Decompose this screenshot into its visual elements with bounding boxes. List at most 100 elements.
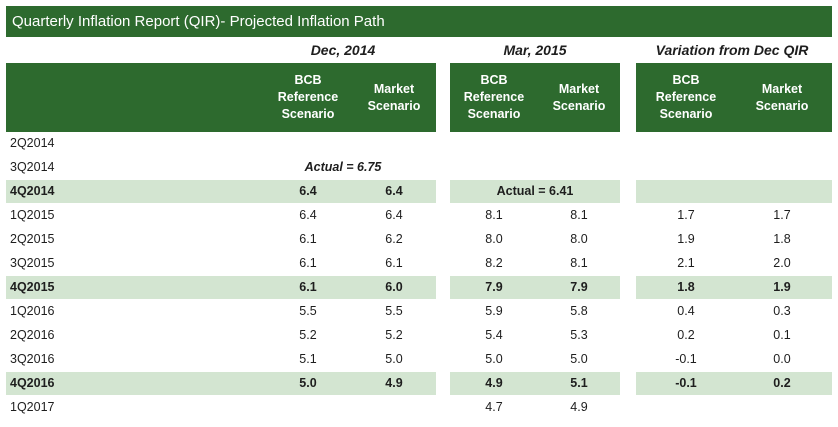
highlight-band	[636, 180, 832, 203]
table-cell: 0.2	[773, 376, 791, 390]
table-cell: 1.7	[677, 208, 695, 222]
table-cell: 6.4	[385, 208, 403, 222]
table-row: 2Q2014	[0, 131, 838, 155]
header-block-mar	[450, 63, 620, 132]
table-cell: 6.4	[299, 184, 317, 198]
table-cell: 5.0	[299, 376, 317, 390]
header-var-market: Market Scenario	[755, 81, 809, 113]
table-row: 4Q2015 6.1 6.0 7.9 7.9 1.8 1.9	[0, 275, 838, 299]
table-cell: 5.3	[570, 328, 588, 342]
table-cell: 8.1	[570, 208, 588, 222]
table-cell: 6.1	[299, 280, 317, 294]
table-cell: 1.7	[773, 208, 791, 222]
row-label: 4Q2014	[10, 184, 55, 198]
table-cell: 4.9	[385, 376, 403, 390]
table-cell: 5.1	[299, 352, 317, 366]
table-cell: 6.4	[299, 208, 317, 222]
table-cell: 5.9	[485, 304, 503, 318]
table-row: 2Q2015 6.1 6.2 8.0 8.0 1.9 1.8	[0, 227, 838, 251]
table-row: 2Q2016 5.2 5.2 5.4 5.3 0.2 0.1	[0, 323, 838, 347]
table-cell: 6.4	[385, 184, 403, 198]
highlight-band	[450, 276, 620, 299]
highlight-band	[6, 372, 436, 395]
table-cell: 8.1	[570, 256, 588, 270]
mar-actual-note: Actual = 6.41	[496, 184, 574, 198]
group-title-dec-2014: Dec, 2014	[310, 42, 376, 58]
highlight-band	[450, 180, 620, 203]
table-cell: 8.2	[485, 256, 503, 270]
table-row: 3Q2015 6.1 6.1 8.2 8.1 2.1 2.0	[0, 251, 838, 275]
table-cell: 4.9	[485, 376, 503, 390]
table-row: 3Q2014	[0, 155, 838, 179]
table-cell: 5.1	[570, 376, 588, 390]
header-block-variation	[636, 63, 832, 132]
table-cell: 6.1	[385, 256, 403, 270]
header-mar-market: Market Scenario	[552, 81, 606, 113]
row-label: 1Q2015	[10, 208, 55, 222]
table-cell: 7.9	[485, 280, 503, 294]
row-label: 2Q2016	[10, 328, 55, 342]
highlight-band	[636, 276, 832, 299]
row-label: 4Q2016	[10, 376, 55, 390]
group-title-variation: Variation from Dec QIR	[655, 42, 809, 58]
header-block-left	[6, 63, 436, 132]
table-cell: 8.0	[485, 232, 503, 246]
report-title: Quarterly Inflation Report (QIR)- Projec…	[6, 6, 832, 37]
table-cell: 0.3	[773, 304, 791, 318]
header-dec-market: Market Scenario	[367, 81, 421, 113]
table-cell: 5.4	[485, 328, 503, 342]
table-cell: 4.7	[485, 400, 503, 414]
table-row: 4Q2014 6.4 6.4	[0, 179, 838, 203]
row-label: 2Q2014	[10, 136, 55, 150]
table-cell: 0.0	[773, 352, 791, 366]
table-cell: 8.1	[485, 208, 503, 222]
table-row: 1Q2015 6.4 6.4 8.1 8.1 1.7 1.7	[0, 203, 838, 227]
header-var-bcb: BCB Reference Scenario	[655, 73, 717, 121]
table-cell: 4.9	[570, 400, 588, 414]
table-cell: 5.0	[570, 352, 588, 366]
table-cell: 5.0	[485, 352, 503, 366]
table-row: 3Q2016 5.1 5.0 5.0 5.0 -0.1 0.0	[0, 347, 838, 371]
header-dec-bcb: BCB Reference Scenario	[277, 73, 339, 121]
table-cell: 8.0	[570, 232, 588, 246]
row-label: 3Q2015	[10, 256, 55, 270]
dec-actual-note: Actual = 6.75	[304, 160, 382, 174]
table-row: 4Q2016 5.0 4.9 4.9 5.1 -0.1 0.2	[0, 371, 838, 395]
table-cell: 6.1	[299, 232, 317, 246]
table-cell: 1.9	[773, 280, 791, 294]
table-cell: 2.0	[773, 256, 791, 270]
table-cell: -0.1	[675, 352, 697, 366]
table-cell: 5.2	[299, 328, 317, 342]
table-cell: 0.4	[677, 304, 695, 318]
header-mar-bcb: BCB Reference Scenario	[463, 73, 525, 121]
table-cell: 1.8	[773, 232, 791, 246]
table-row: 1Q2017 4.7 4.9	[0, 395, 838, 419]
table-cell: 1.8	[677, 280, 695, 294]
table-cell: -0.1	[675, 376, 697, 390]
table-cell: 5.8	[570, 304, 588, 318]
row-label: 4Q2015	[10, 280, 55, 294]
table-cell: 5.5	[385, 304, 403, 318]
row-label: 1Q2016	[10, 304, 55, 318]
table-cell: 5.0	[385, 352, 403, 366]
group-title-mar-2015: Mar, 2015	[503, 42, 567, 58]
table-cell: 2.1	[677, 256, 695, 270]
table-cell: 1.9	[677, 232, 695, 246]
table-cell: 5.5	[299, 304, 317, 318]
table-cell: 6.1	[299, 256, 317, 270]
highlight-band	[6, 276, 436, 299]
row-label: 2Q2015	[10, 232, 55, 246]
row-label: 3Q2016	[10, 352, 55, 366]
table-cell: 0.1	[773, 328, 791, 342]
row-label: 3Q2014	[10, 160, 55, 174]
table-row: 1Q2016 5.5 5.5 5.9 5.8 0.4 0.3	[0, 299, 838, 323]
table-cell: 6.2	[385, 232, 403, 246]
table-cell: 7.9	[570, 280, 588, 294]
highlight-band	[636, 372, 832, 395]
table-cell: 0.2	[677, 328, 695, 342]
table-cell: 6.0	[385, 280, 403, 294]
highlight-band	[450, 372, 620, 395]
highlight-band	[6, 180, 436, 203]
row-label: 1Q2017	[10, 400, 55, 414]
table-cell: 5.2	[385, 328, 403, 342]
